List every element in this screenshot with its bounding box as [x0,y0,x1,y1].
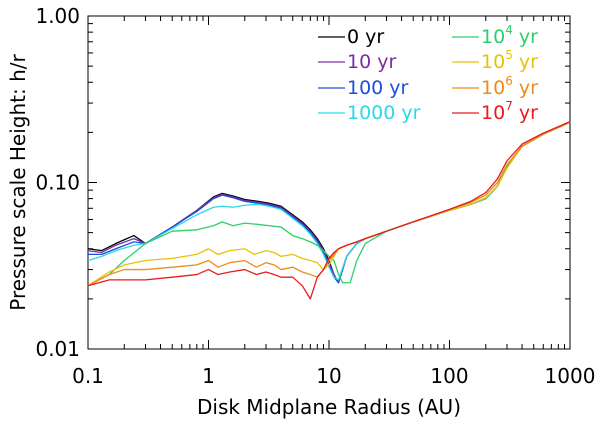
legend-base: 10 [481,102,505,124]
legend-unit: yr [383,77,408,99]
y-axis-ticks: 0.01 0.10 1.00 [35,4,570,361]
y-tick-label: 0.10 [35,171,80,195]
y-axis-label: Pressure scale Height: h/r [6,53,30,310]
series-layer [87,121,571,300]
legend-entry-4: 104 yr [481,23,538,48]
x-tick-label: 100 [430,364,468,388]
series-line-7 [87,121,571,300]
legend-base: 10 [481,51,505,73]
y-tick-label: 0.01 [35,337,80,361]
x-tick-label: 1000 [545,364,596,388]
legend-unit: yr [359,26,384,48]
series-line-6 [87,121,571,287]
x-tick-label: 0.1 [72,364,104,388]
series-line-5 [87,121,571,287]
legend-unit: yr [513,102,538,124]
legend-entry-5: 105 yr [481,48,538,73]
legend-exponent: 4 [505,23,513,37]
x-tick-label: 1 [202,364,215,388]
x-axis-ticks: 0.1 1 10 100 1000 [72,16,595,388]
x-axis-label: Disk Midplane Radius (AU) [197,395,461,419]
legend-base: 10 [481,77,505,99]
y-tick-label: 1.00 [35,4,80,28]
legend-entry-1: 10 yr [347,51,396,73]
legend-entry-0: 0 yr [347,26,384,48]
legend-unit: yr [395,102,420,124]
legend-unit: yr [513,26,538,48]
legend-unit: yr [371,51,396,73]
legend-entry-6: 106 yr [481,74,538,99]
legend-unit: yr [513,77,538,99]
legend-unit: yr [513,51,538,73]
legend-exponent: 7 [505,99,513,113]
x-tick-label: 10 [316,364,341,388]
legend-entry-2: 100 yr [347,77,409,99]
legend-base: 0 [347,26,359,48]
legend-base: 100 [347,77,383,99]
legend-base: 10 [347,51,371,73]
legend-exponent: 5 [505,48,513,62]
legend-exponent: 6 [505,74,513,88]
legend-base: 10 [481,26,505,48]
legend-entry-3: 1000 yr [347,102,421,124]
legend-base: 1000 [347,102,395,124]
legend-entry-7: 107 yr [481,99,538,124]
